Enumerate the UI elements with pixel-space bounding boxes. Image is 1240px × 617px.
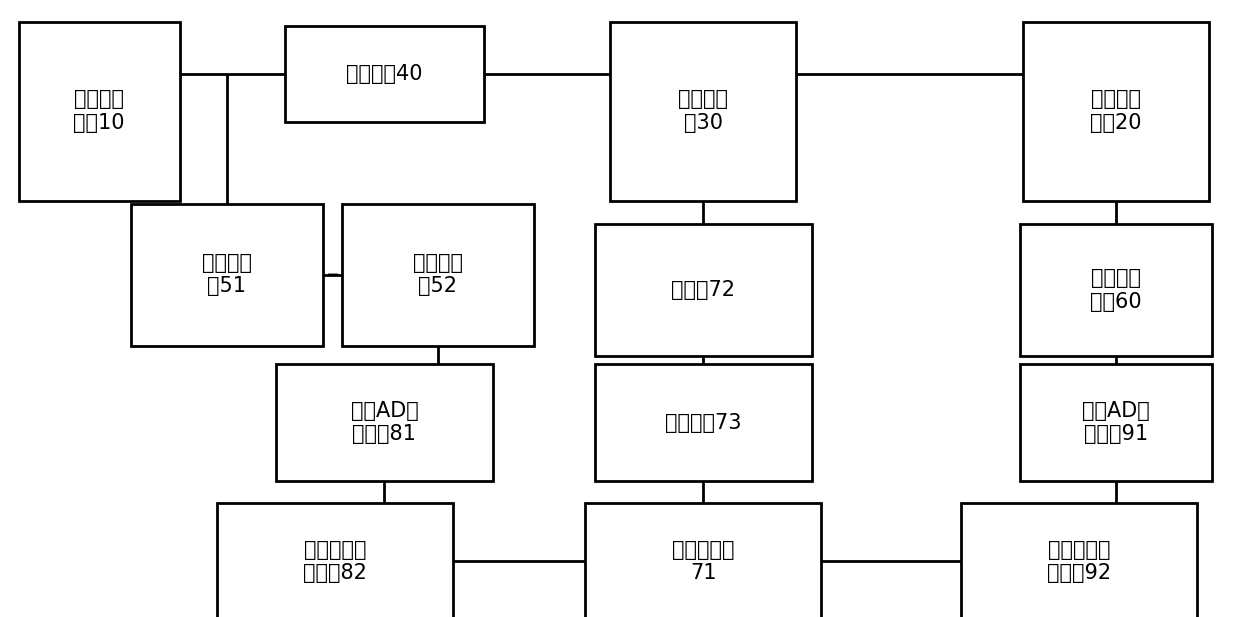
- Bar: [1023, 22, 1209, 201]
- Bar: [1019, 224, 1211, 357]
- Text: 光电探测
器51: 光电探测 器51: [202, 253, 252, 296]
- Text: 输出检测
模块60: 输出检测 模块60: [1090, 268, 1142, 312]
- Bar: [610, 22, 796, 201]
- Text: 控制器单元
71: 控制器单元 71: [672, 540, 734, 583]
- Bar: [594, 224, 811, 357]
- Bar: [217, 503, 453, 617]
- Bar: [594, 364, 811, 481]
- Bar: [19, 22, 180, 201]
- Text: ─: ─: [327, 265, 337, 284]
- Bar: [961, 503, 1197, 617]
- Bar: [585, 503, 821, 617]
- Text: 光纤放大
器30: 光纤放大 器30: [678, 89, 728, 133]
- Text: 前馈AD转
换单元81: 前馈AD转 换单元81: [351, 401, 418, 444]
- Bar: [285, 26, 484, 122]
- Text: 泵浦源72: 泵浦源72: [671, 280, 735, 300]
- Text: 反馈逻辑运
算单元92: 反馈逻辑运 算单元92: [1047, 540, 1111, 583]
- Bar: [341, 204, 533, 346]
- Text: 前馈逻辑运
算单元82: 前馈逻辑运 算单元82: [303, 540, 367, 583]
- Text: 运算放大
器52: 运算放大 器52: [413, 253, 463, 296]
- Text: 光信号输
入端10: 光信号输 入端10: [73, 89, 125, 133]
- Bar: [275, 364, 492, 481]
- Bar: [1019, 364, 1211, 481]
- Text: 驱动单元73: 驱动单元73: [665, 413, 742, 433]
- Text: 单模光纤40: 单模光纤40: [346, 64, 423, 84]
- Bar: [131, 204, 322, 346]
- Text: 反馈AD转
换单元91: 反馈AD转 换单元91: [1083, 401, 1149, 444]
- Text: 光信号输
出端20: 光信号输 出端20: [1090, 89, 1142, 133]
